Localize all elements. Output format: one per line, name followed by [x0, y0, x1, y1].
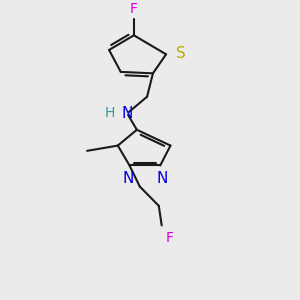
Text: N: N	[156, 171, 167, 186]
Text: F: F	[166, 231, 174, 245]
Text: S: S	[176, 46, 186, 61]
Text: N: N	[122, 171, 134, 186]
Text: H: H	[105, 106, 116, 120]
Text: N: N	[121, 106, 133, 121]
Text: F: F	[130, 2, 138, 16]
